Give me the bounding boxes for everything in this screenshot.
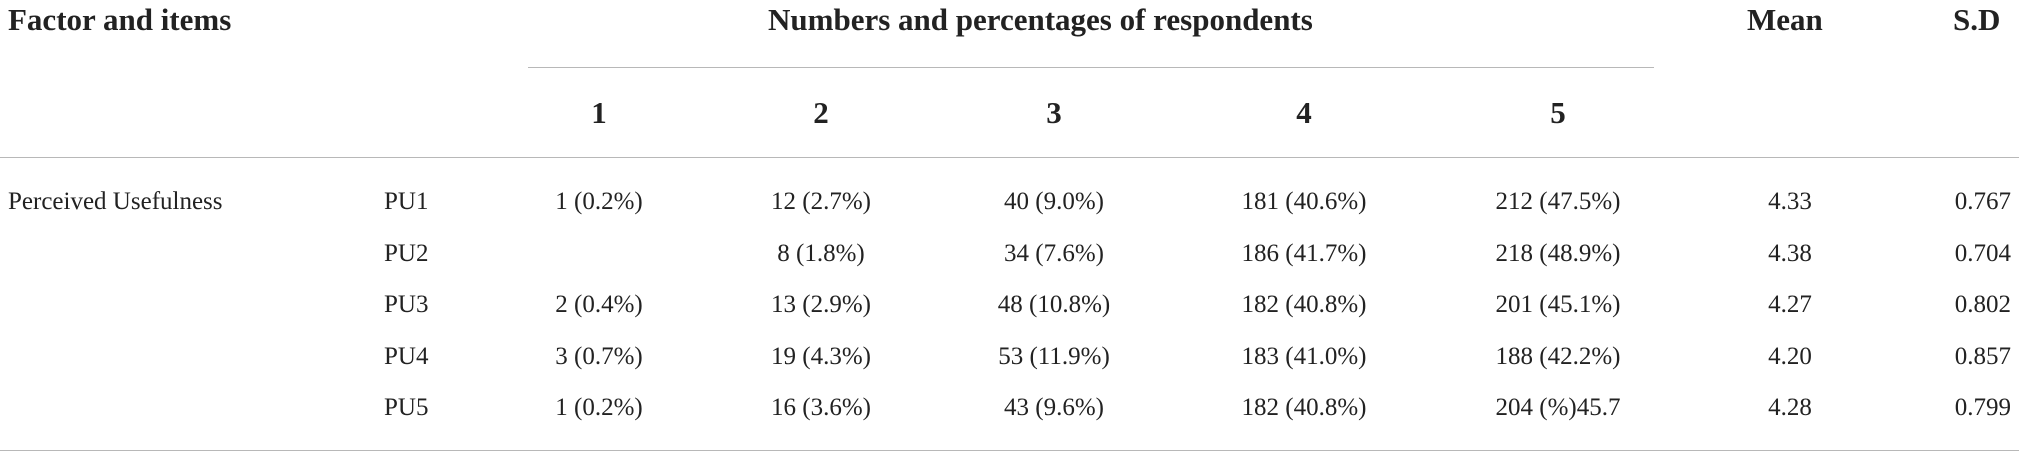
row-cell-3: 40 (9.0%) xyxy=(1004,188,1104,215)
row-item: PU2 xyxy=(384,240,429,267)
scale-header-1: 1 xyxy=(591,95,607,130)
row-mean: 4.33 xyxy=(1768,188,1812,215)
row-cell-3: 43 (9.6%) xyxy=(1004,394,1104,421)
row-cell-3: 34 (7.6%) xyxy=(1004,240,1104,267)
row-cell-4: 182 (40.8%) xyxy=(1241,291,1367,318)
header-bottom-rule xyxy=(0,157,2019,158)
row-mean: 4.20 xyxy=(1768,343,1812,370)
row-cell-2: 8 (1.8%) xyxy=(777,240,865,267)
scale-header-3: 3 xyxy=(1046,95,1062,130)
row-cell-5: 201 (45.1%) xyxy=(1495,291,1621,318)
scale-header-5: 5 xyxy=(1550,95,1566,130)
row-cell-5: 218 (48.9%) xyxy=(1495,240,1621,267)
row-sd: 0.857 xyxy=(1954,343,2011,370)
scale-header-2: 2 xyxy=(813,95,829,130)
row-item: PU4 xyxy=(384,343,429,370)
factor-name: Perceived Usefulness xyxy=(8,188,223,215)
row-cell-5: 188 (42.2%) xyxy=(1495,343,1621,370)
row-sd: 0.799 xyxy=(1954,394,2011,421)
row-cell-4: 181 (40.6%) xyxy=(1241,188,1367,215)
row-cell-4: 182 (40.8%) xyxy=(1241,394,1367,421)
row-cell-1: 1 (0.2%) xyxy=(555,188,643,215)
row-cell-2: 16 (3.6%) xyxy=(771,394,871,421)
row-cell-1: 3 (0.7%) xyxy=(555,343,643,370)
table-bottom-rule xyxy=(0,450,2019,451)
group-header-rule xyxy=(528,67,1654,68)
row-cell-1: 2 (0.4%) xyxy=(555,291,643,318)
row-cell-3: 48 (10.8%) xyxy=(997,291,1111,318)
row-sd: 0.767 xyxy=(1954,188,2011,215)
row-mean: 4.38 xyxy=(1768,240,1812,267)
factor-header: Factor and items xyxy=(8,2,232,37)
mean-header: Mean xyxy=(1747,2,1823,37)
row-cell-3: 53 (11.9%) xyxy=(998,343,1110,370)
row-mean: 4.28 xyxy=(1768,394,1812,421)
row-mean: 4.27 xyxy=(1768,291,1812,318)
row-cell-5: 212 (47.5%) xyxy=(1495,188,1621,215)
scale-header-4: 4 xyxy=(1296,95,1312,130)
row-item: PU1 xyxy=(384,188,429,215)
row-sd: 0.704 xyxy=(1954,240,2011,267)
sd-header: S.D xyxy=(1953,2,2001,37)
row-item: PU3 xyxy=(384,291,429,318)
row-cell-1: 1 (0.2%) xyxy=(555,394,643,421)
row-cell-2: 13 (2.9%) xyxy=(771,291,871,318)
row-sd: 0.802 xyxy=(1954,291,2011,318)
row-cell-5: 204 (%)45.7 xyxy=(1495,394,1621,421)
row-cell-4: 186 (41.7%) xyxy=(1241,240,1367,267)
row-cell-2: 12 (2.7%) xyxy=(771,188,871,215)
row-cell-2: 19 (4.3%) xyxy=(771,343,871,370)
row-cell-4: 183 (41.0%) xyxy=(1241,343,1367,370)
respondents-group-header: Numbers and percentages of respondents xyxy=(768,2,1313,37)
row-item: PU5 xyxy=(384,394,429,421)
